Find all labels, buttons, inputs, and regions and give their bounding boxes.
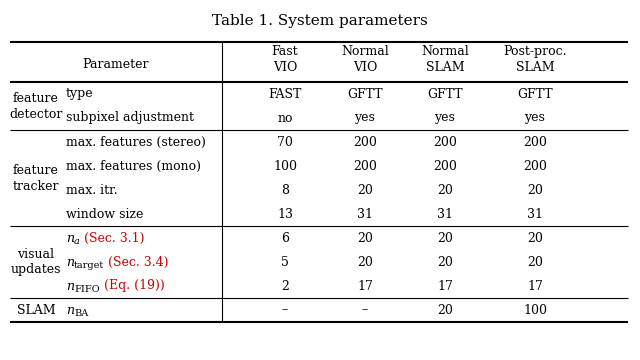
Text: Normal
VIO: Normal VIO [341,45,389,74]
Text: no: no [277,112,292,125]
Text: 20: 20 [437,231,453,244]
Text: window size: window size [66,207,143,220]
Text: 200: 200 [523,159,547,172]
Text: 100: 100 [273,159,297,172]
Text: max. itr.: max. itr. [66,184,118,197]
Text: max. features (stereo): max. features (stereo) [66,135,206,148]
Text: 13: 13 [277,207,293,220]
Text: GFTT: GFTT [347,87,383,100]
Text: a: a [74,237,80,246]
Text: visual
updates: visual updates [11,248,61,276]
Text: 31: 31 [437,207,453,220]
Text: 20: 20 [437,303,453,316]
Text: 20: 20 [357,184,373,197]
Text: Table 1. System parameters: Table 1. System parameters [212,14,428,28]
Text: 31: 31 [527,207,543,220]
Text: 200: 200 [523,135,547,148]
Text: 200: 200 [433,159,457,172]
Text: target: target [74,261,104,270]
Text: max. features (mono): max. features (mono) [66,159,201,172]
Text: feature
detector: feature detector [10,91,63,121]
Text: –: – [362,303,368,316]
Text: FAST: FAST [268,87,301,100]
Text: 200: 200 [433,135,457,148]
Text: 20: 20 [437,256,453,269]
Text: (Eq. (19)): (Eq. (19)) [100,279,164,292]
Text: n: n [66,279,74,292]
Text: 17: 17 [357,279,373,292]
Text: 31: 31 [357,207,373,220]
Text: 5: 5 [281,256,289,269]
Text: feature
tracker: feature tracker [13,163,60,193]
Text: GFTT: GFTT [427,87,463,100]
Text: subpixel adjustment: subpixel adjustment [66,112,194,125]
Text: 200: 200 [353,159,377,172]
Text: 20: 20 [437,184,453,197]
Text: SLAM: SLAM [17,303,55,316]
Text: 8: 8 [281,184,289,197]
Text: 17: 17 [527,279,543,292]
Text: BA: BA [74,309,88,318]
Text: n: n [66,231,74,244]
Text: Parameter: Parameter [83,58,149,71]
Text: yes: yes [525,112,545,125]
Text: 6: 6 [281,231,289,244]
Text: type: type [66,87,93,100]
Text: 20: 20 [357,256,373,269]
Text: yes: yes [355,112,376,125]
Text: 20: 20 [357,231,373,244]
Text: 20: 20 [527,256,543,269]
Text: Fast
VIO: Fast VIO [272,45,298,74]
Text: n: n [66,256,74,269]
Text: Post-proc.
SLAM: Post-proc. SLAM [503,45,567,74]
Text: –: – [282,303,288,316]
Text: 100: 100 [523,303,547,316]
Text: 70: 70 [277,135,293,148]
Text: yes: yes [435,112,456,125]
Text: n: n [66,303,74,316]
Text: 20: 20 [527,231,543,244]
Text: (Sec. 3.4): (Sec. 3.4) [104,256,169,269]
Text: 200: 200 [353,135,377,148]
Text: Normal
SLAM: Normal SLAM [421,45,469,74]
Text: FIFO: FIFO [74,284,100,293]
Text: 20: 20 [527,184,543,197]
Text: 17: 17 [437,279,453,292]
Text: 2: 2 [281,279,289,292]
Text: (Sec. 3.1): (Sec. 3.1) [80,231,145,244]
Text: GFTT: GFTT [517,87,553,100]
